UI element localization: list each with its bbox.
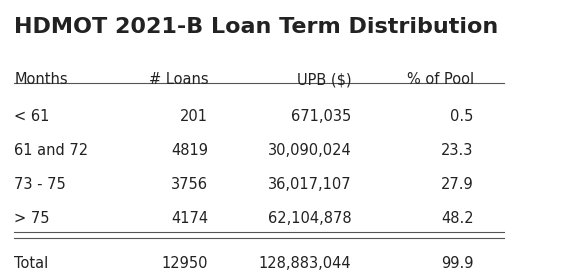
- Text: 36,017,107: 36,017,107: [267, 177, 351, 192]
- Text: 30,090,024: 30,090,024: [267, 143, 351, 158]
- Text: UPB ($): UPB ($): [296, 72, 351, 87]
- Text: > 75: > 75: [14, 211, 50, 226]
- Text: < 61: < 61: [14, 109, 50, 124]
- Text: 12950: 12950: [162, 256, 208, 271]
- Text: 48.2: 48.2: [441, 211, 474, 226]
- Text: 3756: 3756: [172, 177, 208, 192]
- Text: 27.9: 27.9: [441, 177, 474, 192]
- Text: % of Pool: % of Pool: [406, 72, 474, 87]
- Text: 0.5: 0.5: [450, 109, 474, 124]
- Text: 128,883,044: 128,883,044: [259, 256, 351, 271]
- Text: 4819: 4819: [172, 143, 208, 158]
- Text: 62,104,878: 62,104,878: [267, 211, 351, 226]
- Text: Months: Months: [14, 72, 68, 87]
- Text: 73 - 75: 73 - 75: [14, 177, 66, 192]
- Text: Total: Total: [14, 256, 48, 271]
- Text: HDMOT 2021-B Loan Term Distribution: HDMOT 2021-B Loan Term Distribution: [14, 17, 499, 37]
- Text: 23.3: 23.3: [441, 143, 474, 158]
- Text: 201: 201: [180, 109, 208, 124]
- Text: 671,035: 671,035: [291, 109, 351, 124]
- Text: 99.9: 99.9: [441, 256, 474, 271]
- Text: 61 and 72: 61 and 72: [14, 143, 88, 158]
- Text: 4174: 4174: [171, 211, 208, 226]
- Text: # Loans: # Loans: [149, 72, 208, 87]
